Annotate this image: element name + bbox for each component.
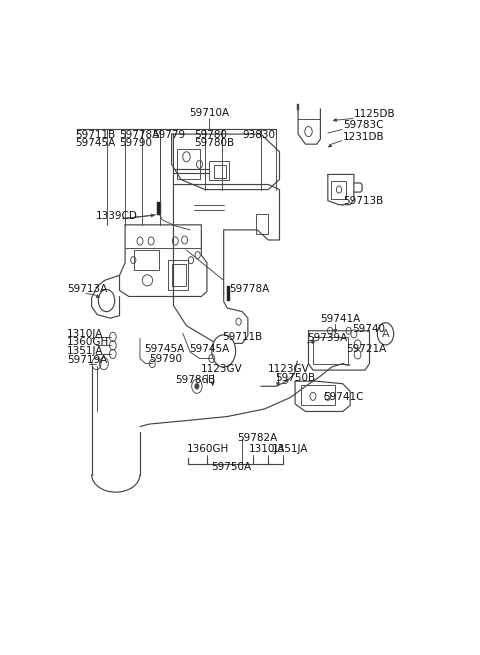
Text: 59790: 59790 xyxy=(149,354,182,364)
Bar xyxy=(134,250,158,271)
Text: 1231DB: 1231DB xyxy=(343,132,384,141)
Text: 1351JA: 1351JA xyxy=(67,346,103,356)
Circle shape xyxy=(195,383,199,389)
Text: 1360GH: 1360GH xyxy=(186,444,229,455)
Text: 59778A: 59778A xyxy=(229,284,269,295)
Text: 59778A: 59778A xyxy=(120,130,160,140)
Text: 59741A: 59741A xyxy=(321,314,360,324)
Text: 1339CD: 1339CD xyxy=(96,211,138,221)
Text: A: A xyxy=(382,329,389,339)
Text: 59750A: 59750A xyxy=(211,462,251,472)
Text: 59721A: 59721A xyxy=(347,344,387,354)
Text: 1351JA: 1351JA xyxy=(272,444,309,455)
Circle shape xyxy=(192,379,202,393)
Text: 1310JA: 1310JA xyxy=(249,444,285,455)
Text: 59750B: 59750B xyxy=(275,373,315,383)
Text: 1360GH: 1360GH xyxy=(67,337,109,347)
Bar xyxy=(256,214,267,234)
Bar xyxy=(172,264,186,286)
Text: 59739A: 59739A xyxy=(307,333,348,343)
Text: 59745A: 59745A xyxy=(144,345,184,354)
Text: 59710A: 59710A xyxy=(189,108,229,118)
Text: 59786B: 59786B xyxy=(175,375,216,384)
Text: 59740: 59740 xyxy=(352,324,385,334)
Text: 59745A: 59745A xyxy=(190,345,230,354)
Bar xyxy=(301,385,335,405)
Text: 59745A: 59745A xyxy=(76,138,116,148)
Text: 59713B: 59713B xyxy=(343,196,383,206)
Circle shape xyxy=(351,329,357,338)
Circle shape xyxy=(98,290,115,312)
FancyBboxPatch shape xyxy=(227,286,230,301)
Text: 59713A: 59713A xyxy=(67,284,107,295)
Text: 1123GV: 1123GV xyxy=(267,364,309,373)
Bar xyxy=(177,149,200,179)
Text: 93830: 93830 xyxy=(242,130,275,140)
Text: 59780: 59780 xyxy=(194,130,227,140)
Circle shape xyxy=(212,335,236,367)
Text: 59782A: 59782A xyxy=(237,433,277,443)
Text: 1310JA: 1310JA xyxy=(67,329,103,339)
Bar xyxy=(209,161,229,181)
Text: 59783C: 59783C xyxy=(343,120,383,130)
Bar xyxy=(331,181,347,198)
Text: 1125DB: 1125DB xyxy=(354,109,396,119)
Text: 1123GV: 1123GV xyxy=(201,364,242,373)
Text: 59711B: 59711B xyxy=(222,332,262,342)
Text: 59741C: 59741C xyxy=(324,392,364,402)
FancyBboxPatch shape xyxy=(297,104,299,110)
Text: 59790: 59790 xyxy=(120,138,153,148)
Text: 59779: 59779 xyxy=(152,130,185,140)
Text: 59711B: 59711B xyxy=(76,130,116,140)
Text: 59719A: 59719A xyxy=(67,354,107,365)
Bar xyxy=(215,165,226,178)
Bar xyxy=(313,337,348,364)
Text: 59780B: 59780B xyxy=(194,138,234,148)
Bar xyxy=(168,260,188,290)
FancyBboxPatch shape xyxy=(157,202,161,215)
